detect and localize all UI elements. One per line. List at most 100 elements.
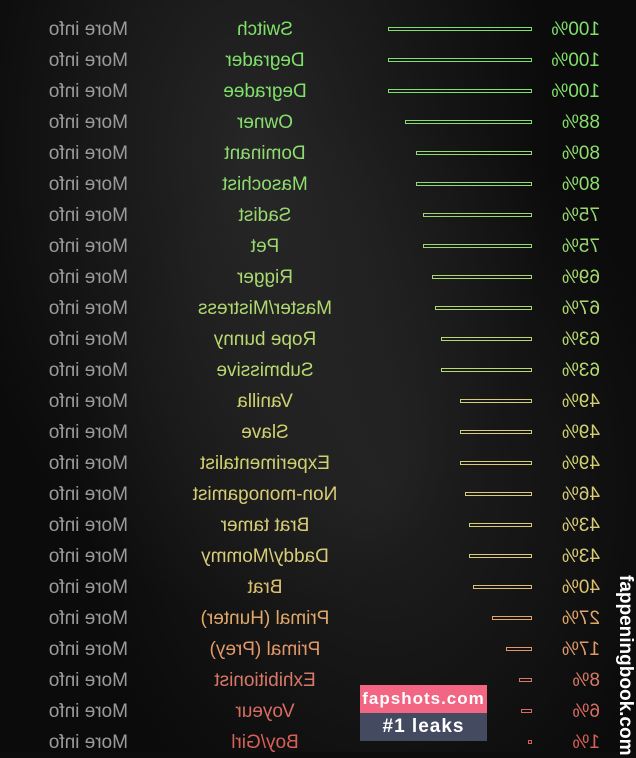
- watermark-fappeningbook: fappeningbook.com: [615, 575, 636, 756]
- result-row: 100% Switch More info: [0, 14, 636, 45]
- result-name: Dominant: [224, 143, 306, 164]
- result-percent: 75%: [561, 236, 600, 257]
- more-info-link[interactable]: More info: [48, 112, 128, 133]
- more-info-link[interactable]: More info: [48, 732, 128, 753]
- result-row: 49% Slave More info: [0, 417, 636, 448]
- result-name: Daddy/Mommy: [201, 546, 329, 567]
- more-info-link[interactable]: More info: [48, 639, 128, 660]
- result-bar: [441, 368, 532, 372]
- result-name: Rigger: [237, 267, 293, 288]
- result-bar: [388, 89, 532, 93]
- result-name: Owner: [237, 112, 293, 133]
- result-bar: [469, 523, 532, 527]
- watermark-fapshots: fapshots.com: [360, 685, 487, 713]
- more-info-link[interactable]: More info: [48, 577, 128, 598]
- result-name: Non-monogamist: [192, 484, 338, 505]
- result-row: 63% Rope bunny More info: [0, 324, 636, 355]
- result-row: 67% Master/Mistress More info: [0, 293, 636, 324]
- result-bar: [460, 461, 532, 465]
- more-info-link[interactable]: More info: [48, 453, 128, 474]
- result-name: Experimentalist: [200, 453, 330, 474]
- result-percent: 17%: [561, 639, 600, 660]
- result-row: 43% Brat tamer More info: [0, 510, 636, 541]
- result-name: Exhibitionist: [214, 670, 316, 691]
- result-name: Master/Mistress: [197, 298, 333, 319]
- result-row: 75% Sadist More info: [0, 200, 636, 231]
- result-name: Rope bunny: [213, 329, 317, 350]
- result-name: Brat: [247, 577, 283, 598]
- result-bar: [416, 182, 532, 186]
- result-percent: 40%: [561, 577, 600, 598]
- more-info-link[interactable]: More info: [48, 298, 128, 319]
- more-info-link[interactable]: More info: [48, 422, 128, 443]
- more-info-link[interactable]: More info: [48, 174, 128, 195]
- result-percent: 46%: [561, 484, 600, 505]
- result-row: 49% Vanilla More info: [0, 386, 636, 417]
- result-bar: [423, 213, 532, 217]
- more-info-link[interactable]: More info: [48, 546, 128, 567]
- result-name: Primal (Hunter): [200, 608, 330, 629]
- more-info-link[interactable]: More info: [48, 360, 128, 381]
- more-info-link[interactable]: More info: [48, 50, 128, 71]
- more-info-link[interactable]: More info: [48, 329, 128, 350]
- result-bar: [416, 151, 532, 155]
- watermark-tagline: #1 leaks: [360, 713, 487, 741]
- result-percent: 75%: [561, 205, 600, 226]
- result-percent: 6%: [572, 701, 600, 722]
- result-name: Boy/Girl: [231, 732, 299, 753]
- more-info-link[interactable]: More info: [48, 143, 128, 164]
- more-info-link[interactable]: More info: [48, 236, 128, 257]
- more-info-link[interactable]: More info: [48, 515, 128, 536]
- result-bar: [423, 244, 532, 248]
- result-row: 88% Owner More info: [0, 107, 636, 138]
- result-bar: [432, 275, 532, 279]
- result-bar: [460, 430, 532, 434]
- more-info-link[interactable]: More info: [48, 81, 128, 102]
- result-name: Pet: [250, 236, 280, 257]
- result-percent: 63%: [561, 329, 600, 350]
- result-percent: 67%: [561, 298, 600, 319]
- result-bar: [460, 399, 532, 403]
- more-info-link[interactable]: More info: [48, 670, 128, 691]
- result-row: 100% Degrader More info: [0, 45, 636, 76]
- result-bar: [441, 337, 532, 341]
- result-name: Masochist: [222, 174, 308, 195]
- result-percent: 69%: [561, 267, 600, 288]
- result-percent: 49%: [561, 422, 600, 443]
- result-bar: [492, 616, 532, 620]
- more-info-link[interactable]: More info: [48, 267, 128, 288]
- result-row: 75% Pet More info: [0, 231, 636, 262]
- result-bar: [519, 678, 532, 682]
- result-name: Brat tamer: [220, 515, 310, 536]
- result-bar: [506, 647, 532, 651]
- result-row: 69% Rigger More info: [0, 262, 636, 293]
- result-bar: [469, 554, 532, 558]
- result-name: Degrader: [225, 50, 305, 71]
- result-row: 49% Experimentalist More info: [0, 448, 636, 479]
- more-info-link[interactable]: More info: [48, 701, 128, 722]
- more-info-link[interactable]: More info: [48, 608, 128, 629]
- more-info-link[interactable]: More info: [48, 484, 128, 505]
- more-info-link[interactable]: More info: [48, 205, 128, 226]
- result-name: Submissive: [216, 360, 314, 381]
- result-name: Primal (Prey): [209, 639, 321, 660]
- result-row: 80% Dominant More info: [0, 138, 636, 169]
- result-bar: [405, 120, 532, 124]
- result-bar: [473, 585, 532, 589]
- result-name: Switch: [237, 19, 293, 40]
- result-percent: 43%: [561, 515, 600, 536]
- result-name: Vanilla: [237, 391, 293, 412]
- result-bar: [435, 306, 532, 310]
- result-bar: [528, 740, 532, 744]
- result-bar: [388, 27, 532, 31]
- more-info-link[interactable]: More info: [48, 391, 128, 412]
- result-row: 8% Exhibitionist More info: [0, 665, 636, 696]
- result-percent: 80%: [561, 143, 600, 164]
- more-info-link[interactable]: More info: [48, 19, 128, 40]
- result-name: Degradee: [223, 81, 307, 102]
- result-row: 63% Submissive More info: [0, 355, 636, 386]
- result-percent: 63%: [561, 360, 600, 381]
- result-name: Slave: [241, 422, 289, 443]
